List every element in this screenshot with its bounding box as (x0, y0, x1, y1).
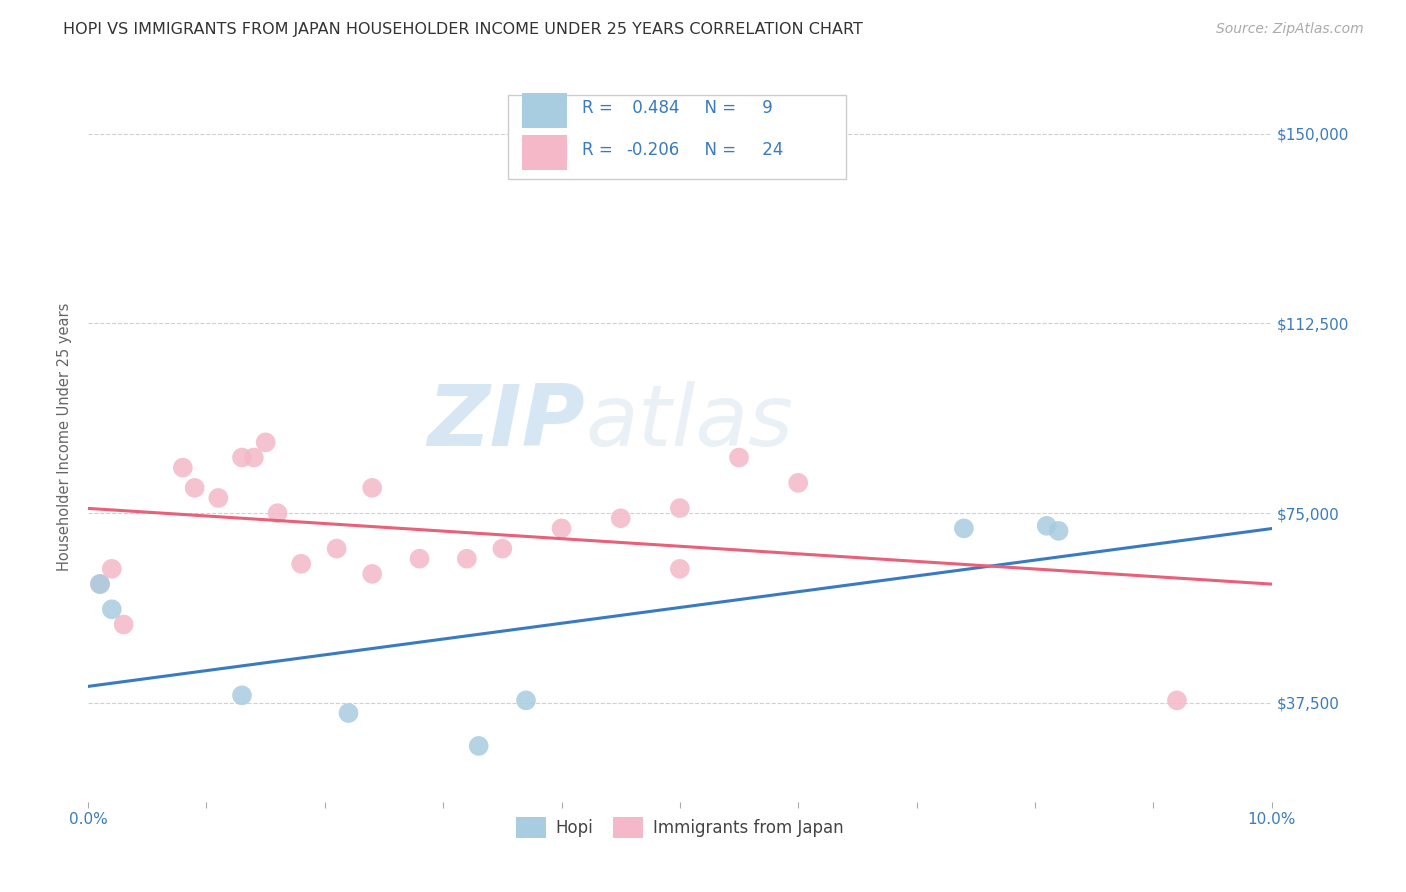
Y-axis label: Householder Income Under 25 years: Householder Income Under 25 years (58, 303, 72, 572)
Point (101, 562, 124, 576)
Point (467, 739, 489, 753)
Point (112, 617, 135, 632)
Point (266, 506, 288, 520)
Point (669, 562, 692, 576)
Text: N =: N = (695, 141, 741, 159)
Text: R =: R = (582, 141, 617, 159)
Text: HOPI VS IMMIGRANTS FROM JAPAN HOUSEHOLDER INCOME UNDER 25 YEARS CORRELATION CHAR: HOPI VS IMMIGRANTS FROM JAPAN HOUSEHOLDE… (63, 22, 863, 37)
Point (183, 481, 205, 495)
Point (669, 501, 692, 516)
Point (550, 521, 572, 535)
Point (456, 551, 478, 566)
Point (243, 450, 266, 465)
Text: ZIP: ZIP (427, 381, 585, 464)
Point (172, 460, 194, 475)
Point (231, 450, 253, 465)
Point (361, 566, 384, 581)
Point (231, 689, 253, 703)
Point (1035, 518, 1057, 533)
Text: N =: N = (695, 99, 741, 117)
Point (787, 475, 810, 490)
Point (101, 602, 124, 616)
Point (408, 551, 430, 566)
Point (325, 541, 347, 556)
Text: R =: R = (582, 99, 617, 117)
Point (491, 541, 513, 556)
Text: atlas: atlas (585, 381, 793, 464)
Point (361, 481, 384, 495)
FancyBboxPatch shape (523, 135, 568, 169)
Point (515, 693, 537, 707)
Point (609, 511, 631, 525)
Text: 0.484: 0.484 (627, 99, 679, 117)
Point (290, 557, 312, 571)
Point (728, 450, 751, 465)
Point (1047, 524, 1070, 538)
Point (89, 577, 111, 591)
Point (953, 521, 976, 535)
FancyBboxPatch shape (523, 93, 568, 128)
Point (337, 706, 360, 720)
Text: Source: ZipAtlas.com: Source: ZipAtlas.com (1216, 22, 1364, 37)
Text: 9: 9 (756, 99, 772, 117)
Point (207, 491, 229, 505)
Text: 24: 24 (756, 141, 783, 159)
FancyBboxPatch shape (509, 95, 845, 178)
Point (1166, 693, 1188, 707)
Text: -0.206: -0.206 (627, 141, 681, 159)
Point (254, 435, 277, 450)
Legend: Hopi, Immigrants from Japan: Hopi, Immigrants from Japan (509, 811, 851, 844)
Point (89, 577, 111, 591)
